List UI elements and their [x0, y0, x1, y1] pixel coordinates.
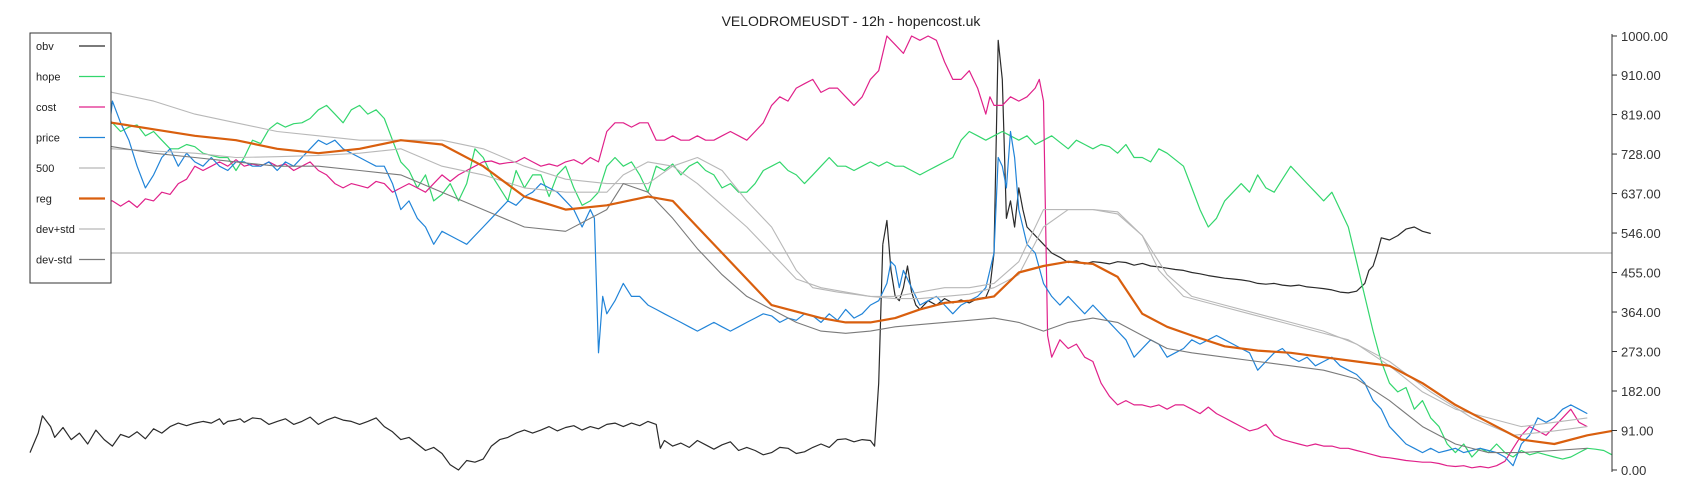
legend-label: cost [36, 102, 56, 114]
y-tick-label: 728.00 [1621, 147, 1661, 162]
y-tick-label: 91.00 [1621, 424, 1654, 439]
legend-label: price [36, 133, 60, 145]
series-line-reg [70, 108, 1613, 446]
y-tick-label: 0.00 [1621, 463, 1646, 478]
legend-box [29, 32, 112, 284]
legend: obv hope cost price 500 reg dev+std dev-std [29, 32, 112, 284]
y-tick-label: 364.00 [1621, 305, 1661, 320]
series-line-500 [71, 148, 1588, 436]
series-line-cost [29, 35, 1588, 469]
y-tick-label: 819.00 [1621, 108, 1661, 123]
legend-label: obv [36, 41, 54, 53]
y-tick-label: 546.00 [1621, 226, 1661, 241]
legend-label: reg [36, 194, 52, 206]
series-line-dev-std [71, 139, 1588, 454]
y-tick-label: 273.00 [1621, 345, 1661, 360]
y-tick-label: 182.00 [1621, 384, 1661, 399]
y-tick-label: 910.00 [1621, 68, 1661, 83]
series-line-obv [29, 244, 884, 471]
y-tick-label: 455.00 [1621, 266, 1661, 281]
chart-title: VELODROMEUSDT - 12h - hopencost.uk [722, 13, 982, 29]
y-axis: 1000.00 910.00 819.00 728.00 637.00 546.00 455… [1611, 29, 1668, 478]
legend-label: 500 [36, 163, 54, 175]
legend-label: dev+std [36, 224, 75, 236]
series-line-hope [29, 70, 1613, 460]
y-tick-label: 1000.00 [1621, 29, 1668, 44]
series-line-obv_b [882, 39, 1431, 310]
plot-area [29, 35, 1613, 471]
legend-label: hope [36, 72, 60, 84]
legend-label: dev-std [36, 255, 72, 267]
y-tick-label: 637.00 [1621, 187, 1661, 202]
